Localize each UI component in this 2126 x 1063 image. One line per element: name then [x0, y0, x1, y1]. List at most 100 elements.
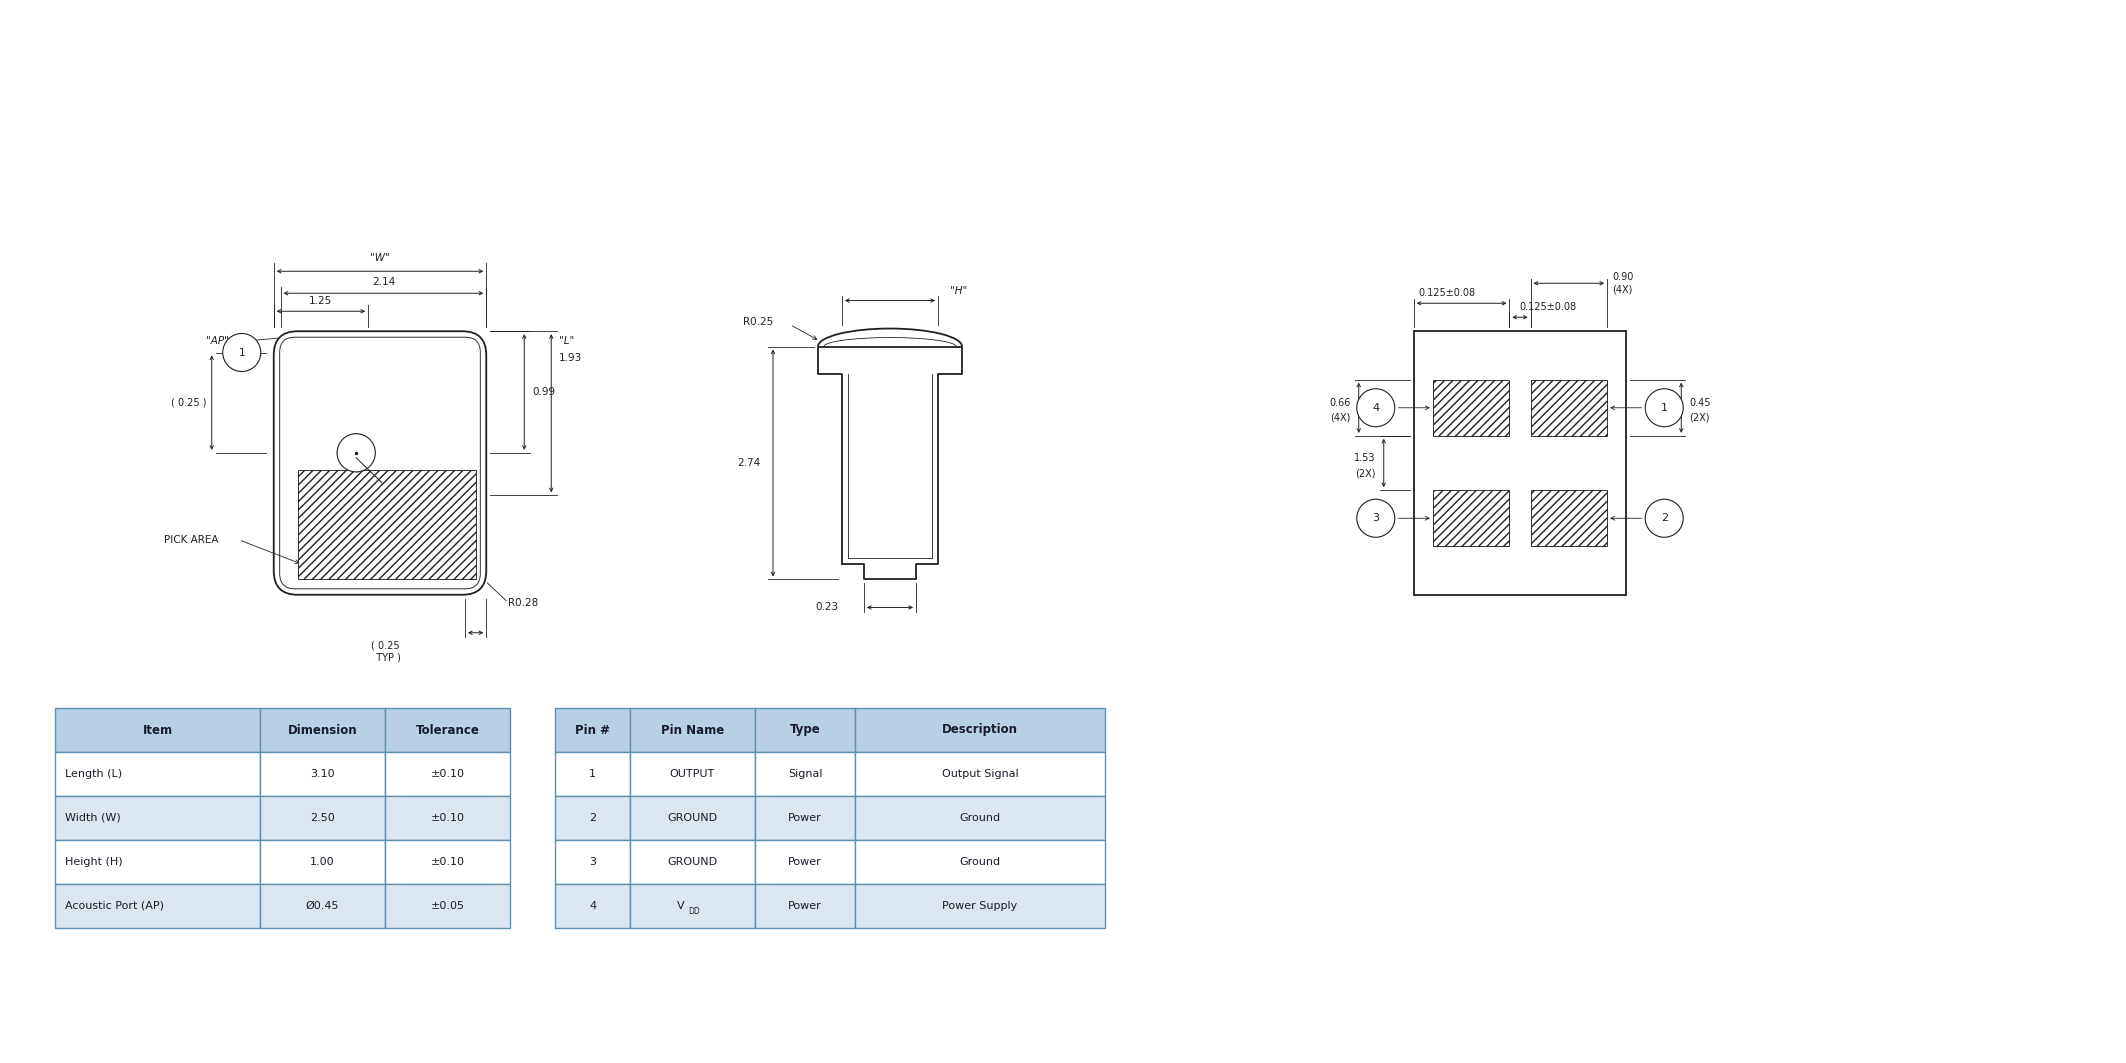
Text: Pin #: Pin #: [574, 724, 610, 737]
Text: "H": "H": [950, 286, 967, 296]
Text: Height (H): Height (H): [66, 857, 123, 867]
Text: 2: 2: [1660, 513, 1667, 523]
Circle shape: [338, 434, 376, 472]
Text: 2.50: 2.50: [310, 813, 336, 823]
FancyBboxPatch shape: [274, 332, 487, 595]
Bar: [555, 884, 629, 928]
Text: Power: Power: [789, 857, 823, 867]
Text: ±0.10: ±0.10: [429, 857, 463, 867]
Text: ±0.05: ±0.05: [429, 901, 463, 911]
Text: Ø0.45: Ø0.45: [306, 901, 340, 911]
Bar: [755, 796, 855, 840]
Bar: [298, 470, 476, 579]
Text: GROUND: GROUND: [668, 857, 719, 867]
Bar: [555, 708, 629, 752]
Text: 0.66: 0.66: [1329, 398, 1350, 408]
Bar: [755, 708, 855, 752]
Bar: [385, 708, 510, 752]
Text: (4X): (4X): [1331, 412, 1350, 423]
Text: 0.90: 0.90: [1612, 272, 1633, 283]
Bar: [855, 840, 1106, 884]
Text: TYP ): TYP ): [370, 653, 400, 662]
Circle shape: [1646, 500, 1684, 537]
Text: ±0.10: ±0.10: [429, 769, 463, 779]
Text: 0.99: 0.99: [532, 387, 555, 396]
Circle shape: [1646, 389, 1684, 426]
Bar: [1433, 490, 1509, 546]
Text: Output Signal: Output Signal: [942, 769, 1018, 779]
Bar: [555, 840, 629, 884]
Circle shape: [1356, 500, 1395, 537]
Text: Tolerance: Tolerance: [415, 724, 480, 737]
Text: 1: 1: [238, 348, 244, 357]
Text: "L": "L": [559, 336, 574, 347]
Text: OUTPUT: OUTPUT: [670, 769, 714, 779]
Bar: [855, 796, 1106, 840]
Text: Signal: Signal: [789, 769, 823, 779]
Text: Description: Description: [942, 724, 1018, 737]
Text: 4: 4: [1371, 403, 1380, 412]
Text: 1.25: 1.25: [308, 297, 332, 306]
Text: Power: Power: [789, 813, 823, 823]
Bar: [55, 796, 259, 840]
Bar: [755, 752, 855, 796]
Bar: [629, 840, 755, 884]
Text: Acoustic Port (AP): Acoustic Port (AP): [66, 901, 164, 911]
FancyBboxPatch shape: [281, 337, 480, 589]
Bar: [755, 884, 855, 928]
Bar: [385, 884, 510, 928]
Text: Ground: Ground: [959, 857, 1001, 867]
Text: 1: 1: [589, 769, 595, 779]
Text: Type: Type: [789, 724, 821, 737]
Bar: [385, 752, 510, 796]
Bar: [1531, 490, 1607, 546]
Text: 3.10: 3.10: [310, 769, 334, 779]
Text: Ground: Ground: [959, 813, 1001, 823]
Bar: [55, 752, 259, 796]
Bar: [855, 708, 1106, 752]
Text: R0.28: R0.28: [508, 597, 538, 608]
Bar: [555, 752, 629, 796]
Text: "W": "W": [370, 253, 389, 264]
Bar: [1414, 332, 1626, 595]
Text: (4X): (4X): [1612, 284, 1633, 294]
Text: GROUND: GROUND: [668, 813, 719, 823]
Text: 0.125±0.08: 0.125±0.08: [1418, 288, 1475, 299]
Text: ( 0.25: ( 0.25: [370, 641, 400, 651]
Bar: [629, 884, 755, 928]
Text: V: V: [676, 901, 685, 911]
Bar: [629, 752, 755, 796]
Text: ( 0.25 ): ( 0.25 ): [172, 398, 206, 407]
Text: (2X): (2X): [1690, 412, 1709, 423]
Text: 3: 3: [589, 857, 595, 867]
Bar: [385, 840, 510, 884]
Text: Item: Item: [142, 724, 172, 737]
Text: (2X): (2X): [1354, 468, 1376, 478]
Bar: [259, 840, 385, 884]
Bar: [385, 796, 510, 840]
Text: DD: DD: [689, 907, 699, 915]
Bar: [629, 708, 755, 752]
Text: 2: 2: [589, 813, 595, 823]
Text: R0.25: R0.25: [742, 317, 774, 326]
Bar: [259, 708, 385, 752]
Circle shape: [1356, 389, 1395, 426]
Text: 1.53: 1.53: [1354, 453, 1376, 463]
Text: 0.23: 0.23: [816, 603, 840, 612]
Bar: [755, 840, 855, 884]
Text: "AP": "AP": [206, 336, 230, 347]
Text: 2.74: 2.74: [738, 458, 761, 468]
Text: 0.125±0.08: 0.125±0.08: [1520, 302, 1577, 313]
Bar: [259, 752, 385, 796]
Text: Pin Name: Pin Name: [661, 724, 725, 737]
Text: 1: 1: [1660, 403, 1667, 412]
Text: Dimension: Dimension: [287, 724, 357, 737]
Text: PICK AREA: PICK AREA: [164, 535, 219, 544]
Bar: [1531, 379, 1607, 436]
Text: Power Supply: Power Supply: [942, 901, 1018, 911]
Text: 1.93: 1.93: [559, 353, 583, 364]
Bar: [555, 796, 629, 840]
Bar: [1433, 379, 1509, 436]
Bar: [55, 884, 259, 928]
Bar: [855, 752, 1106, 796]
